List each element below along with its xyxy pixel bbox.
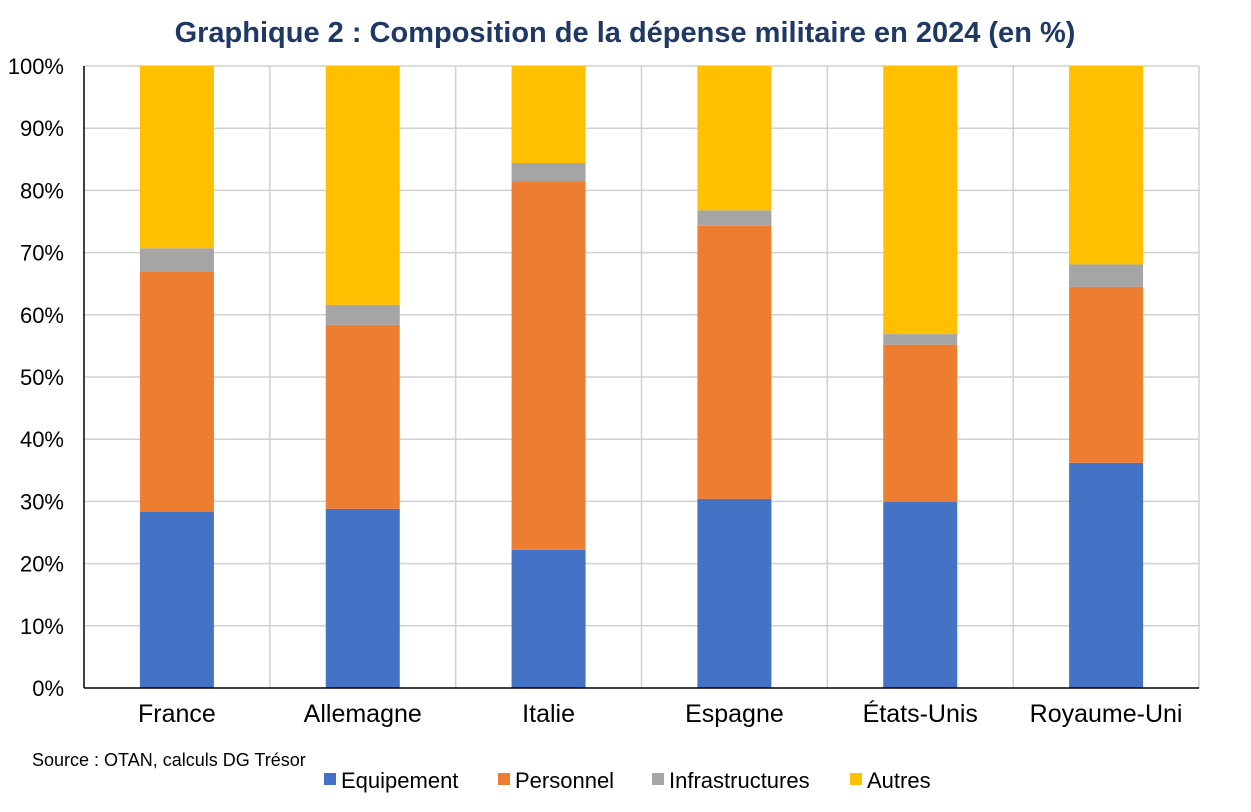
bar-0-0 [139, 511, 214, 688]
bar-2-2 [511, 163, 586, 182]
bar-0-3 [697, 498, 772, 688]
bar-2-5 [1069, 264, 1144, 287]
bar-3-3 [697, 66, 772, 211]
bar-2-4 [883, 334, 958, 345]
legend-label: Autres [867, 768, 931, 793]
x-category-label: Allemagne [304, 700, 422, 728]
bar-3-5 [1069, 66, 1144, 265]
bar-1-3 [697, 225, 772, 499]
axes [83, 66, 1199, 689]
bar-0-1 [325, 508, 400, 688]
y-tick-label: 100% [8, 54, 64, 79]
bar-1-1 [325, 324, 400, 509]
legend-entry: Personnel [498, 768, 614, 793]
bar-3-1 [325, 66, 400, 305]
bar-3-2 [511, 66, 586, 164]
legend-entry: Autres [850, 768, 931, 793]
legend-entry: Infrastructures [652, 768, 810, 793]
y-tick-label: 50% [20, 365, 64, 390]
y-tick-label: 90% [20, 116, 64, 141]
bar-0-5 [1069, 462, 1144, 688]
bar-3-4 [883, 66, 958, 335]
legend-swatch [498, 773, 510, 785]
bar-0-4 [883, 502, 958, 688]
bar-2-1 [325, 304, 400, 325]
y-tick-label: 10% [20, 614, 64, 639]
legend-entry: Equipement [324, 768, 458, 793]
chart-title: Graphique 2 : Composition de la dépense … [175, 17, 1076, 49]
bar-1-2 [511, 181, 586, 550]
x-category-label: Italie [522, 700, 575, 728]
bar-0-2 [511, 549, 586, 688]
bar-3-0 [139, 66, 214, 249]
grid [84, 65, 1200, 688]
x-category-label: Espagne [685, 700, 784, 728]
legend-swatch [652, 773, 664, 785]
x-category-label: Royaume-Uni [1030, 700, 1183, 728]
bar-1-5 [1069, 286, 1144, 463]
y-tick-label: 70% [20, 241, 64, 266]
source-note: Source : OTAN, calculs DG Trésor [32, 750, 306, 770]
x-category-label: France [138, 700, 216, 728]
legend-swatch [324, 773, 336, 785]
y-tick-label: 40% [20, 427, 64, 452]
y-tick-label: 30% [20, 489, 64, 514]
y-tick-label: 60% [20, 303, 64, 328]
bar-2-0 [139, 248, 214, 272]
bars [139, 66, 1144, 688]
legend-label: Infrastructures [669, 768, 810, 793]
x-axis-categories: France Allemagne Italie Espagne États-Unis Ro… [138, 699, 1182, 728]
y-tick-label: 20% [20, 552, 64, 577]
y-axis-ticks: 0% 10% 20% 30% 40% 50% 60% 70% 80% 90% 100% [8, 54, 64, 701]
legend-label: Personnel [515, 768, 614, 793]
bar-1-0 [139, 271, 214, 512]
legend-label: Equipement [341, 768, 458, 793]
legend: Equipement Personnel Infrastructures Autres [324, 768, 931, 793]
y-tick-label: 0% [32, 676, 64, 701]
bar-1-4 [883, 344, 958, 503]
bar-2-3 [697, 210, 772, 226]
y-tick-label: 80% [20, 178, 64, 203]
x-category-label: États-Unis [863, 699, 978, 728]
legend-swatch [850, 773, 862, 785]
